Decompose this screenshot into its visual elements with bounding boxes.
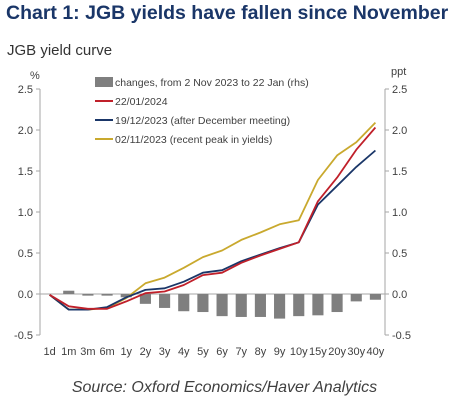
left-tick-label: 0.5 [18,248,33,260]
right-tick-label: -0.5 [392,330,411,342]
legend-label: 19/12/2023 (after December meeting) [115,115,290,127]
bar [312,294,324,316]
legend-label: 22/01/2024 [115,96,168,108]
x-tick-label: 5y [197,346,209,358]
bar [197,294,209,313]
bar [274,294,286,319]
left-tick-label: -0.5 [14,330,33,342]
x-tick-label: 30y [347,346,365,358]
source-note: Source: Oxford Economics/Haver Analytics [71,379,378,396]
chart-subtitle: JGB yield curve [7,42,113,59]
x-tick-label: 40y [367,346,385,358]
x-tick-label: 9y [274,346,286,358]
series-lines [49,121,377,311]
x-tick-label: 8y [255,346,267,358]
x-tick-label: 1m [61,346,76,358]
left-tick-label: 2.5 [18,84,33,96]
legend-swatch [95,77,113,87]
x-tick-label: 1d [43,346,55,358]
right-axis-unit: ppt [391,66,406,78]
x-tick-label: 3y [159,346,171,358]
chart-title: Chart 1: JGB yields have fallen since No… [6,2,449,24]
left-tick-label: 1.0 [18,207,33,219]
x-tick-label: 2y [140,346,152,358]
x-tick-label: 1y [120,346,132,358]
right-tick-label: 0.5 [392,248,407,260]
series-line [49,126,377,310]
left-tick-label: 2.0 [18,125,33,137]
bar [350,294,362,302]
axes: -0.5 0.0 0.5 1.0 1.5 2.0 2.5 -0.5 0.0 0.5 1.0 1.5 2.… [14,84,411,358]
bar [82,294,94,296]
x-tick-label: 10y [290,346,308,358]
series-line [49,121,377,311]
bar [331,294,343,313]
right-tick-label: 0.0 [392,289,407,301]
bar [120,294,132,298]
left-tick-label: 1.5 [18,166,33,178]
right-tick-label: 1.0 [392,207,407,219]
x-tick-label: 4y [178,346,190,358]
bar [235,294,247,317]
x-tick-label: 6m [99,346,114,358]
bar [254,294,266,317]
left-axis-unit: % [30,70,40,82]
legend: changes, from 2 Nov 2023 to 22 Jan (rhs)… [95,77,309,146]
right-tick-label: 2.5 [392,84,407,96]
bar [63,290,75,294]
x-tick-label: 20y [328,346,346,358]
bar [101,294,113,296]
bar [139,294,151,304]
x-tick-label: 3m [80,346,95,358]
bars [63,290,381,319]
legend-label: changes, from 2 Nov 2023 to 22 Jan (rhs) [115,77,309,89]
legend-label: 02/11/2023 (recent peak in yields) [115,134,272,146]
series-line [49,149,376,311]
bar [369,294,381,300]
bar [178,294,190,312]
right-tick-label: 1.5 [392,166,407,178]
right-tick-label: 2.0 [392,125,407,137]
left-tick-label: 0.0 [18,289,33,301]
x-tick-label: 6y [216,346,228,358]
bar [293,294,305,317]
bar [159,294,171,308]
bar [216,294,228,317]
x-tick-label: 7y [235,346,247,358]
x-tick-label: 15y [309,346,327,358]
